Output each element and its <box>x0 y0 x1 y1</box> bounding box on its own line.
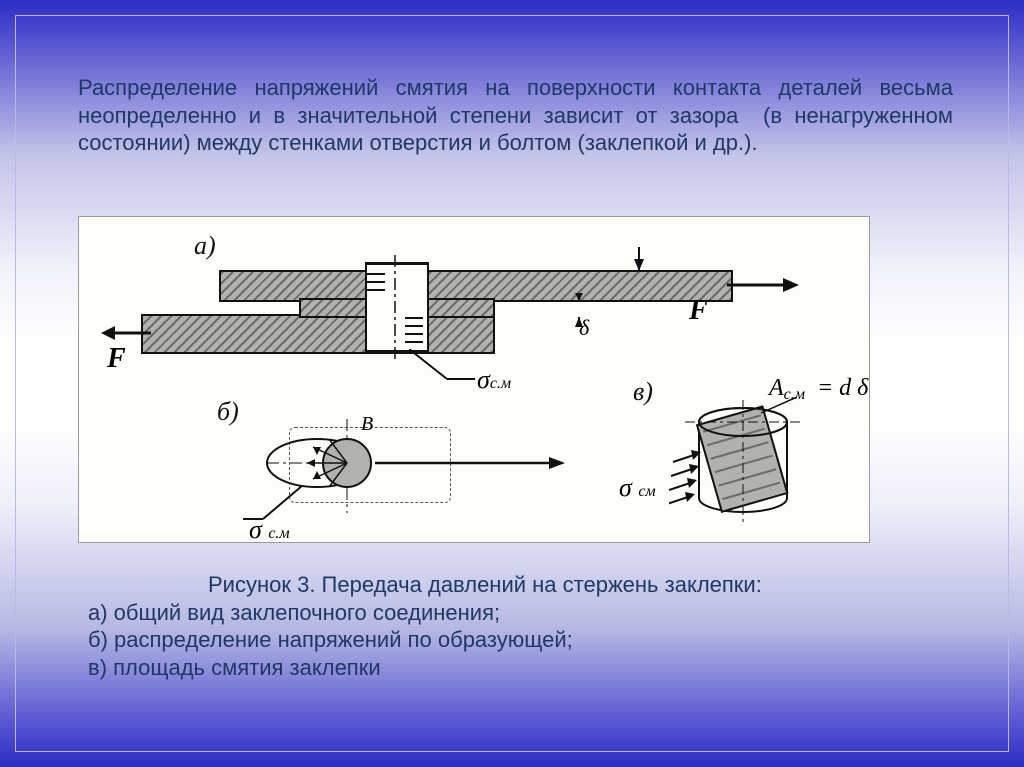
sigma-v-sub: см <box>638 483 655 500</box>
figure-3: а) <box>78 216 870 543</box>
sigma-a-sub: с.м <box>490 375 511 392</box>
delta-dimension-upper <box>631 247 661 317</box>
caption-a: а) общий вид заклепочного соединения; <box>88 599 958 627</box>
subfig-label-v: в) <box>633 377 653 407</box>
caption-c: в) площадь смятия заклепки <box>88 654 958 682</box>
area-leader <box>757 397 797 417</box>
delta-label: δ <box>579 315 589 341</box>
sigma-b-sub: с.м <box>268 525 289 542</box>
mid-left-piece <box>299 298 369 318</box>
subfig-label-a: а) <box>194 231 216 261</box>
force-label-right: F <box>689 295 708 327</box>
slide: Распределение напряжений смятия на повер… <box>0 0 1024 767</box>
sigma-v-sym: σ <box>619 473 632 502</box>
mid-right-piece <box>425 298 495 318</box>
bottom-plate <box>141 314 495 354</box>
area-eq: = d δ <box>811 375 868 401</box>
caption-title: Рисунок 3. Передача давлений на стержень… <box>88 571 958 599</box>
slide-inner: Распределение напряжений смятия на повер… <box>15 15 1009 752</box>
b-label: В <box>361 413 373 436</box>
sigma-b-sym: σ <box>249 515 262 544</box>
sigma-leader-a <box>409 349 479 389</box>
subfig-label-b: б) <box>217 397 239 427</box>
cylinder <box>669 392 839 532</box>
sigma-v: σ см <box>619 473 656 503</box>
figure-caption: Рисунок 3. Передача давлений на стержень… <box>88 571 958 681</box>
rivet-stress-hachures <box>365 270 427 350</box>
body-paragraph: Распределение напряжений смятия на повер… <box>16 16 1008 157</box>
sigma-b: σ с.м <box>249 515 290 545</box>
sigma-a: σс.м <box>477 365 511 395</box>
plan-force-arrow <box>375 455 565 475</box>
caption-b: б) распределение напряжений по образующе… <box>88 626 958 654</box>
force-label-left: F <box>107 343 126 375</box>
sigma-a-sym: σ <box>477 365 490 394</box>
force-arrow-right <box>727 275 799 299</box>
